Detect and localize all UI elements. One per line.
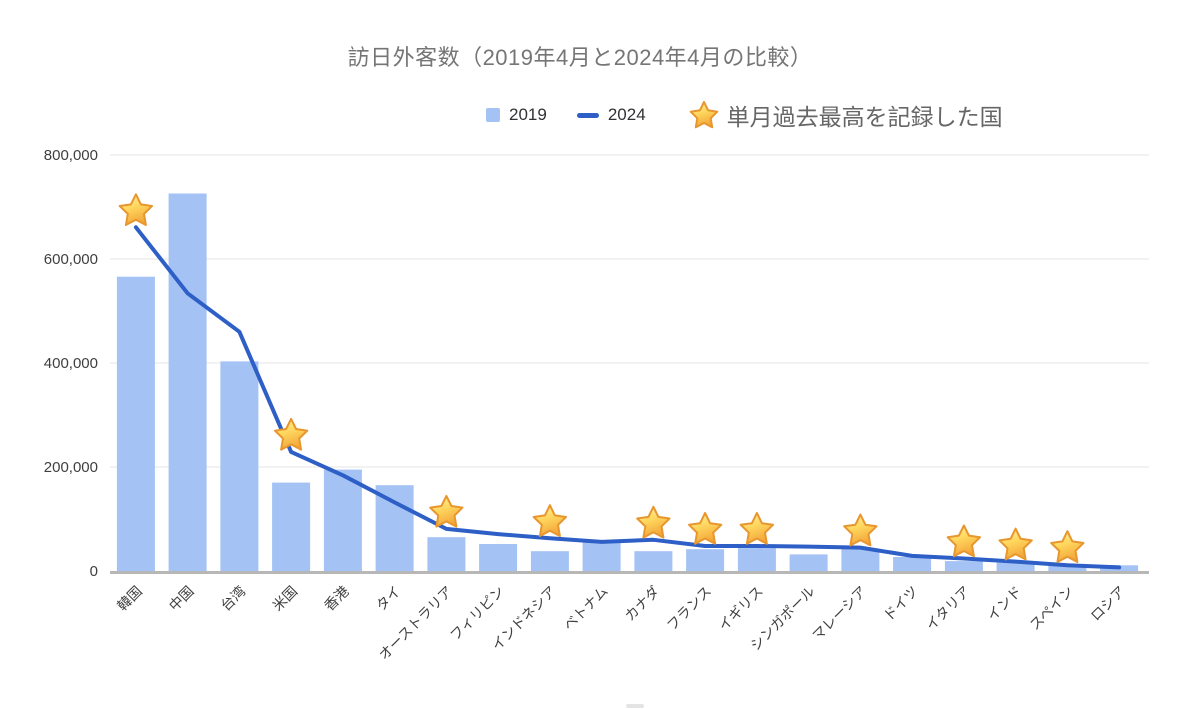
star-icon [636,505,671,539]
x-axis-label: 香港 [321,583,352,614]
bar-2019 [996,562,1035,571]
x-axis-label: スペイン [1026,583,1076,633]
legend-swatch-2019-icon [486,108,500,122]
x-axis-label: 韓国 [114,583,145,614]
x-axis-label: ドイツ [880,583,921,624]
x-axis-label: イギリス [715,583,766,634]
bar-2019 [634,551,673,571]
bar-2019 [168,193,207,571]
x-axis-label: ロシア [1087,583,1128,624]
star-icon [689,101,718,129]
bar-2019 [272,482,311,571]
legend-item-2024: 2024 [576,105,646,125]
star-icon [274,417,309,451]
bar-2019 [944,561,983,571]
legend-swatch-2024-icon [576,112,599,118]
line-2024 [133,225,1122,570]
star-icon [739,512,774,545]
x-axis-label: カナダ [621,583,662,624]
star-icon [118,193,153,226]
star-icon [688,512,723,545]
x-axis-label: インド [984,583,1025,624]
x-axis-label: タイ [373,583,404,614]
bar-2019 [686,549,725,571]
x-axis-label: イタリア [922,583,973,634]
x-axis-label: 中国 [166,583,197,614]
bar-2019 [737,548,776,571]
bar-2019 [789,554,828,571]
star-icon [998,527,1033,561]
star-icon [843,513,878,547]
star-icon [689,101,718,129]
x-axis-label: 台湾 [217,583,248,614]
bar-2019 [582,541,621,571]
bar-2019 [841,548,880,571]
chart-title: 訪日外客数（2019年4月と2024年4月の比較） [347,45,813,70]
legend-label-2019: 2019 [509,105,547,124]
star-icon [429,494,464,528]
bar-2019 [479,544,518,571]
y-axis-label: 800,000 [44,147,98,164]
y-axis-label: 600,000 [44,251,98,268]
scrollbar-handle[interactable] [626,704,644,708]
x-axis-label: ベトナム [560,583,611,634]
bar-2019 [893,557,932,571]
legend: 2019 2024 単月過去最高を記録した国 [486,100,1003,130]
legend-label-2024: 2024 [607,105,646,124]
bar-2019 [427,537,466,571]
bar-2019 [323,469,362,571]
x-axis-label: マレーシア [809,583,870,644]
star-icon [532,504,567,537]
x-axis-label: 米国 [269,583,300,614]
y-axis-label: 400,000 [44,355,98,372]
legend-star-label: 単月過去最高を記録した国 [726,104,1003,130]
bar-2019 [530,551,569,571]
bar-2019 [375,485,414,571]
y-axis-label: 0 [90,563,98,580]
legend-item-star: 単月過去最高を記録した国 [688,98,1003,132]
legend-item-2019: 2019 [486,105,547,125]
star-icon [946,524,981,558]
bar-2019 [1048,564,1087,571]
star-icon [1050,530,1085,563]
bar-2019 [220,361,259,571]
bar-2019 [116,276,155,571]
y-axis-label: 200,000 [44,459,98,476]
x-axis-label: フランス [664,583,715,634]
